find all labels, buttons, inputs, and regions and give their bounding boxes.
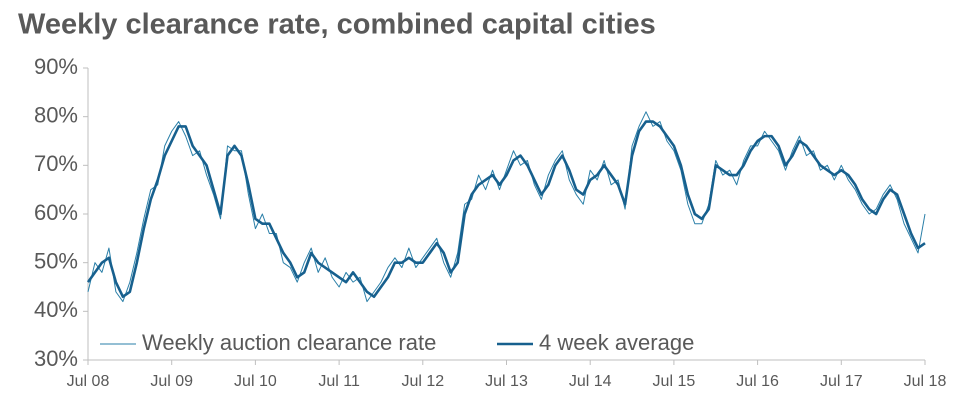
x-tick-label: Jul 09 bbox=[150, 373, 193, 390]
x-tick-label: Jul 18 bbox=[904, 373, 947, 390]
y-tick-label: 30% bbox=[34, 346, 78, 371]
y-tick-label: 90% bbox=[34, 54, 78, 79]
chart-title: Weekly clearance rate, combined capital … bbox=[18, 9, 656, 41]
x-tick-label: Jul 15 bbox=[653, 373, 696, 390]
series-line bbox=[87, 111, 926, 303]
x-tick-label: Jul 12 bbox=[401, 373, 444, 390]
x-tick-label: Jul 16 bbox=[736, 373, 779, 390]
x-tick-label: Jul 17 bbox=[820, 373, 863, 390]
x-tick-label: Jul 11 bbox=[318, 373, 360, 390]
x-tick-label: Jul 13 bbox=[485, 373, 528, 390]
y-tick-label: 60% bbox=[34, 200, 78, 225]
legend-label: Weekly auction clearance rate bbox=[142, 330, 436, 355]
series-line bbox=[86, 120, 926, 299]
legend-label: 4 week average bbox=[539, 330, 694, 355]
y-tick-label: 80% bbox=[34, 102, 78, 127]
y-tick-label: 50% bbox=[34, 248, 78, 273]
x-tick-label: Jul 10 bbox=[234, 373, 277, 390]
y-tick-label: 40% bbox=[34, 297, 78, 322]
x-tick-label: Jul 08 bbox=[67, 373, 110, 390]
y-tick-label: 70% bbox=[34, 151, 78, 176]
x-tick-label: Jul 14 bbox=[569, 373, 612, 390]
